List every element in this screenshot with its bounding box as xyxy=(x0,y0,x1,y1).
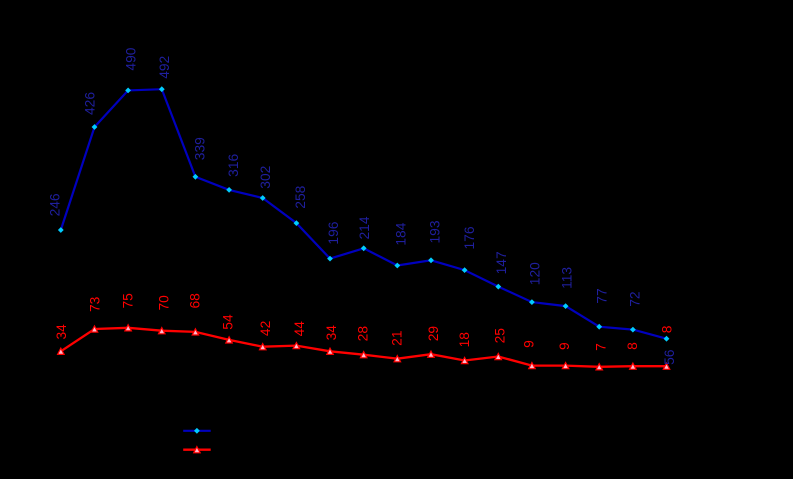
svg-text:8: 8 xyxy=(625,342,640,350)
svg-text:316: 316 xyxy=(226,153,241,176)
svg-text:75: 75 xyxy=(121,293,136,309)
svg-text:29: 29 xyxy=(426,326,441,342)
svg-text:147: 147 xyxy=(494,251,509,274)
svg-text:8: 8 xyxy=(660,325,675,333)
svg-text:34: 34 xyxy=(54,324,69,340)
svg-text:490: 490 xyxy=(123,47,138,70)
svg-text:28: 28 xyxy=(356,326,371,342)
svg-text:54: 54 xyxy=(221,314,236,330)
svg-text:42: 42 xyxy=(258,321,273,336)
svg-text:34: 34 xyxy=(324,325,339,341)
svg-text:77: 77 xyxy=(595,288,610,303)
svg-text:196: 196 xyxy=(326,221,341,244)
svg-text:339: 339 xyxy=(193,137,208,160)
svg-text:21: 21 xyxy=(390,330,405,345)
svg-text:302: 302 xyxy=(258,166,273,189)
svg-text:44: 44 xyxy=(292,321,307,337)
svg-text:9: 9 xyxy=(521,340,536,348)
svg-text:68: 68 xyxy=(188,293,203,309)
svg-text:70: 70 xyxy=(157,295,172,311)
svg-text:176: 176 xyxy=(462,226,477,249)
svg-text:7: 7 xyxy=(594,343,609,351)
svg-text:18: 18 xyxy=(457,332,472,348)
svg-text:214: 214 xyxy=(357,216,372,239)
svg-text:56: 56 xyxy=(662,349,677,365)
svg-text:113: 113 xyxy=(560,267,575,289)
svg-text:193: 193 xyxy=(427,220,442,243)
svg-text:9: 9 xyxy=(557,342,572,350)
svg-text:246: 246 xyxy=(48,193,63,216)
svg-text:73: 73 xyxy=(88,296,103,312)
svg-text:258: 258 xyxy=(293,185,308,208)
svg-text:426: 426 xyxy=(83,92,98,115)
svg-text:72: 72 xyxy=(628,291,643,306)
svg-text:120: 120 xyxy=(528,262,543,285)
svg-text:492: 492 xyxy=(157,56,172,79)
svg-text:184: 184 xyxy=(394,222,409,245)
svg-text:25: 25 xyxy=(492,328,507,344)
